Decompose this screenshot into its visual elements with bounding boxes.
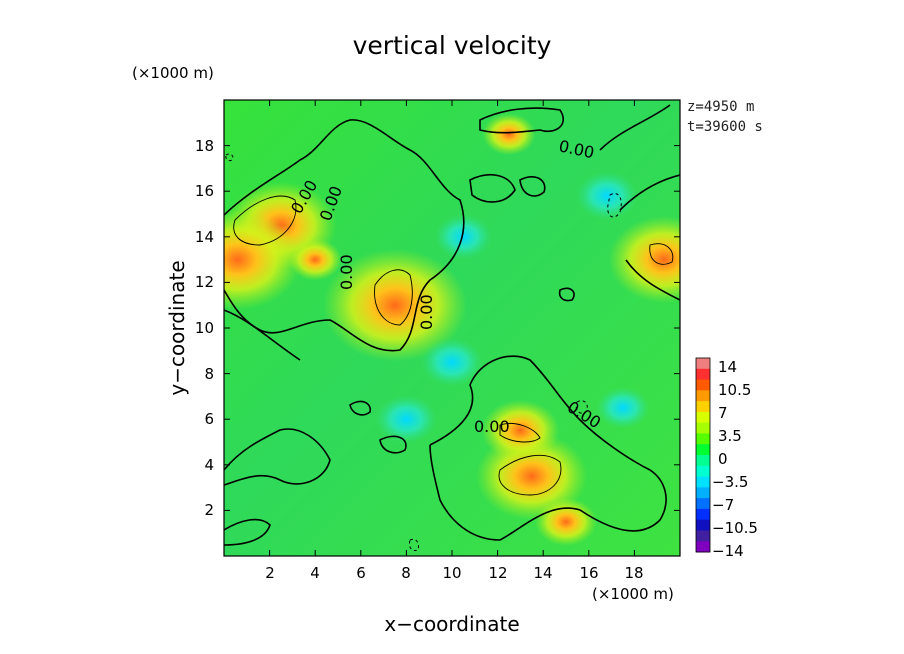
updraft-region <box>322 248 468 362</box>
x-tick-label: 4 <box>310 564 320 582</box>
colorbar-labels: 14 10.5 7 3.5 0 −3.5 −7 −10.5 −14 <box>712 358 758 560</box>
x-tick-label: 18 <box>624 564 643 582</box>
chart-title: vertical velocity <box>353 31 552 60</box>
colorbar-swatch <box>696 358 710 370</box>
downdraft-region <box>576 171 638 220</box>
updraft-region <box>608 216 680 304</box>
colorbar-swatch <box>696 379 710 391</box>
x-tick-label: 14 <box>533 564 552 582</box>
zero-contours <box>224 104 680 546</box>
colorbar-swatch <box>696 368 710 381</box>
y-tick-label: 10 <box>195 319 214 337</box>
colorbar-swatch <box>696 508 710 521</box>
y-tick-label: 4 <box>204 456 214 474</box>
colorbar-label: 10.5 <box>718 381 751 399</box>
colorbar-label: −3.5 <box>712 473 748 491</box>
contour-label: 0.00 <box>474 417 510 436</box>
updraft-region <box>288 238 342 281</box>
x-tick-labels: 2 4 6 8 10 12 14 16 18 <box>265 564 643 582</box>
colorbar-label: 0 <box>718 450 728 468</box>
y-tick-label: 16 <box>195 182 214 200</box>
level-info: z=4950 m <box>687 99 754 115</box>
x-tick-label: 16 <box>579 564 598 582</box>
colorbar-label: 7 <box>718 404 728 422</box>
y-tick-label: 14 <box>195 228 214 246</box>
y-axis-label: y−coordinate <box>165 260 189 395</box>
colorbar-frame <box>695 357 711 553</box>
x-tick-label: 10 <box>442 564 461 582</box>
colorbar-swatch <box>696 401 710 413</box>
downdraft-region <box>375 395 438 444</box>
downdraft-region <box>421 338 483 387</box>
colorbar-label: −7 <box>712 496 734 514</box>
x-tick-label: 8 <box>401 564 411 582</box>
tick-marks <box>224 100 680 556</box>
colorbar-swatch <box>696 465 710 478</box>
colorbar-swatch <box>696 411 710 424</box>
y-tick-labels: 2 4 6 8 10 12 14 16 18 <box>195 137 214 519</box>
y-tick-label: 8 <box>204 365 214 383</box>
colorbar-swatch <box>696 455 710 467</box>
colorbar-swatch <box>696 422 710 434</box>
contour-label: 0.00 <box>337 254 356 290</box>
colorbar-swatch <box>696 498 710 510</box>
colorbar-label: 14 <box>718 358 737 376</box>
downdraft-region <box>434 214 493 260</box>
x-axis-label: x−coordinate <box>384 612 519 636</box>
plot-area: 0.00 0.00 0.00 0.00 0.00 0.00 0.00 <box>224 100 680 556</box>
y-tick-label: 18 <box>195 137 214 155</box>
downdraft-region <box>596 386 650 429</box>
inner-contours <box>233 195 674 496</box>
updraft-region <box>482 113 536 156</box>
colorbar <box>695 357 711 553</box>
colorbar-swatch <box>696 530 710 542</box>
x-tick-label: 12 <box>488 564 507 582</box>
colorbar-swatch <box>696 476 710 488</box>
colorbar-label: −14 <box>712 542 744 560</box>
y-tick-label: 6 <box>204 410 214 428</box>
time-info: t=39600 s <box>687 119 763 135</box>
contour-label: 0.00 <box>417 294 436 330</box>
colorbar-label: −10.5 <box>712 519 758 537</box>
updraft-region <box>535 497 597 546</box>
y-tick-label: 12 <box>195 273 214 291</box>
colorbar-label: 3.5 <box>718 427 742 445</box>
x-tick-label: 6 <box>356 564 366 582</box>
colorbar-swatch <box>696 519 710 531</box>
y-tick-label: 2 <box>204 501 214 519</box>
y-unit-label: (×1000 m) <box>132 64 214 82</box>
x-tick-label: 2 <box>265 564 275 582</box>
colorbar-swatch <box>696 444 710 456</box>
updraft-region <box>224 209 302 310</box>
x-unit-label: (×1000 m) <box>592 585 674 603</box>
colorbar-swatch <box>696 487 710 499</box>
negative-contours <box>225 153 622 551</box>
colorbar-swatch <box>696 433 710 445</box>
colorbar-swatch <box>696 541 710 553</box>
updraft-region <box>481 400 560 462</box>
colorbar-swatch <box>696 390 710 402</box>
